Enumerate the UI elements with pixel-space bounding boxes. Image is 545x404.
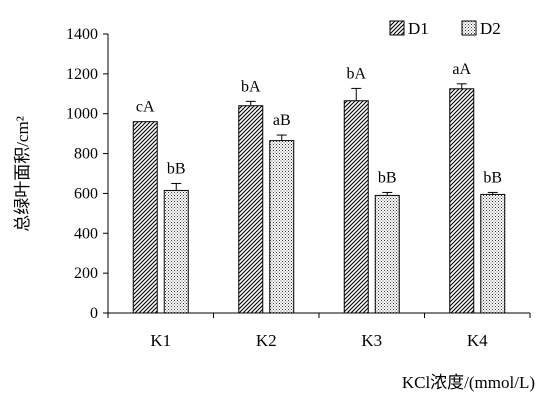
bar-d1-k2 bbox=[238, 105, 264, 314]
legend-label-d2: D2 bbox=[480, 19, 501, 38]
significance-label: bA bbox=[241, 78, 261, 95]
x-tick-label: K4 bbox=[467, 331, 488, 350]
bar-d1-k1 bbox=[132, 121, 158, 314]
bar-d2-k1 bbox=[163, 189, 189, 314]
x-tick-label: K3 bbox=[361, 331, 382, 350]
y-tick-label: 1400 bbox=[66, 26, 98, 43]
bar-d2-k2 bbox=[269, 140, 295, 314]
y-tick-label: 600 bbox=[74, 185, 98, 202]
y-tick-label: 1200 bbox=[66, 66, 98, 83]
significance-label: bA bbox=[346, 65, 366, 82]
bar-d2-k3 bbox=[374, 194, 400, 314]
legend-label-d1: D1 bbox=[408, 19, 429, 38]
bars: cA bA bA aA bB aB bB bB bbox=[132, 61, 506, 314]
x-tick-label: K1 bbox=[150, 331, 171, 350]
y-tick-label: 400 bbox=[74, 225, 98, 242]
y-axis-label: 总绿叶面积/cm² bbox=[13, 116, 32, 232]
significance-label: bB bbox=[483, 169, 502, 186]
legend: D1 D2 bbox=[389, 19, 501, 38]
significance-label: cA bbox=[136, 99, 155, 116]
bar-d2-k4 bbox=[480, 193, 506, 314]
x-tick-label: K2 bbox=[256, 331, 277, 350]
y-tick-label: 0 bbox=[90, 305, 98, 322]
bar-d1-k4 bbox=[449, 88, 475, 314]
significance-label: bB bbox=[167, 160, 186, 177]
legend-swatch-d1 bbox=[389, 20, 405, 36]
significance-label: aA bbox=[452, 61, 471, 78]
legend-swatch-d2 bbox=[461, 20, 477, 36]
y-tick-label: 800 bbox=[74, 146, 98, 163]
significance-label: aB bbox=[273, 112, 291, 129]
x-axis-label: KCl浓度/(mmol/L) bbox=[402, 373, 535, 392]
y-axis: 0 200 400 600 800 1000 1200 1400 bbox=[66, 26, 109, 322]
y-tick-label: 1000 bbox=[66, 106, 98, 123]
x-axis: K1 K2 K3 K4 bbox=[107, 312, 531, 350]
bar-d1-k3 bbox=[343, 100, 369, 314]
significance-label: bB bbox=[378, 169, 397, 186]
y-tick-label: 200 bbox=[74, 265, 98, 282]
